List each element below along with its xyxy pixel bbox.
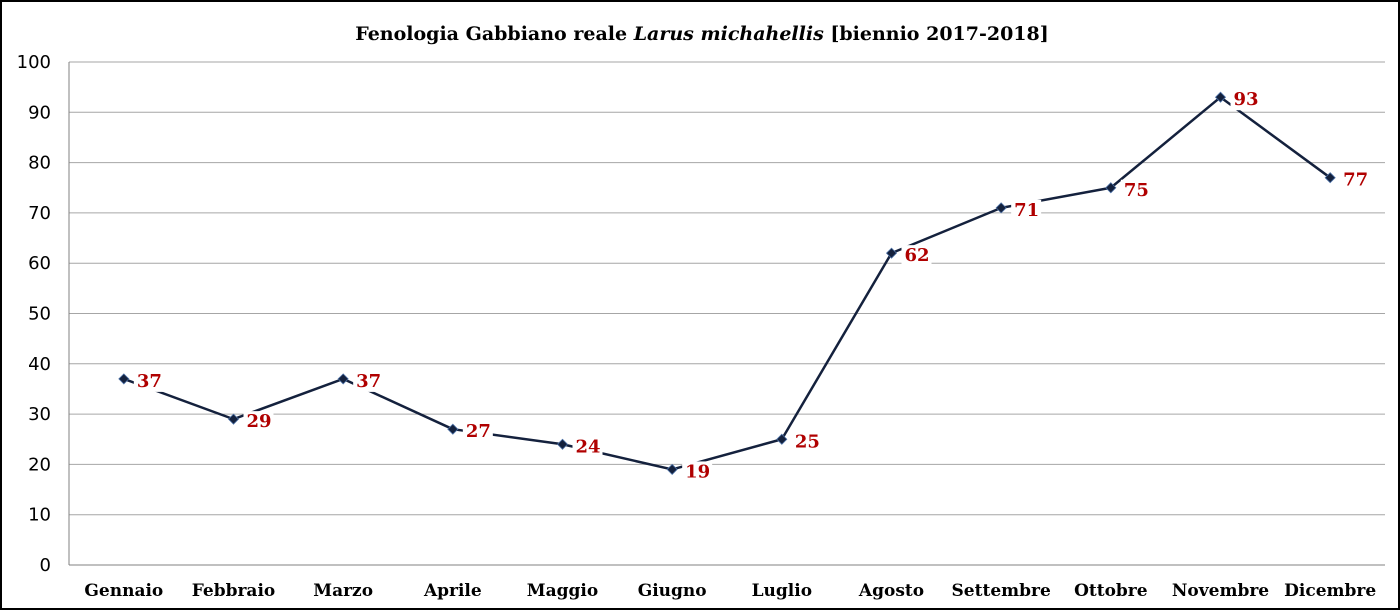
data-point: [337, 373, 349, 385]
data-label: 37: [137, 371, 162, 392]
x-tick-label: Agosto: [858, 581, 924, 601]
chart-title-part: [biennio 2017-2018]: [824, 23, 1049, 45]
data-label-background: [462, 421, 493, 443]
data-point: [447, 423, 459, 435]
data-label-background: [682, 461, 713, 483]
data-point: [227, 413, 240, 425]
data-point: [1214, 91, 1227, 103]
gridlines: [69, 61, 1385, 516]
y-tick-label: 30: [28, 404, 51, 425]
data-label-background: [1230, 89, 1261, 111]
data-label: 25: [795, 431, 820, 452]
data-label: 37: [356, 371, 381, 392]
y-tick-label: 70: [28, 203, 51, 224]
data-point: [885, 247, 898, 259]
y-tick-label: 0: [40, 555, 51, 576]
x-tick-label: Marzo: [313, 581, 373, 601]
data-point: [118, 373, 130, 385]
y-tick-label: 100: [17, 52, 51, 73]
chart-title-part: Larus michahellis: [633, 23, 824, 45]
data-label-background: [791, 431, 822, 453]
data-point: [1324, 172, 1336, 184]
x-tick-label: Giugno: [638, 581, 707, 601]
data-point: [776, 433, 788, 445]
data-label: 24: [576, 436, 601, 457]
data-label-background: [901, 245, 932, 267]
y-tick-label: 10: [28, 505, 51, 526]
data-label-background: [572, 436, 603, 458]
x-tick-label: Maggio: [527, 581, 598, 601]
data-point: [1105, 182, 1117, 194]
data-label: 62: [905, 245, 930, 266]
y-tick-label: 40: [28, 354, 51, 375]
data-label: 71: [1014, 200, 1039, 221]
x-tick-label: Febbraio: [192, 581, 276, 601]
x-tick-label: Settembre: [952, 581, 1051, 601]
data-label: 93: [1234, 89, 1259, 110]
x-tick-label: Aprile: [423, 581, 482, 601]
y-tick-label: 20: [28, 454, 51, 475]
data-label: 29: [247, 411, 272, 432]
data-series: [118, 91, 1336, 475]
y-tick-label: 80: [28, 153, 51, 174]
data-label-background: [1120, 179, 1151, 201]
y-axis-ticks: 0 10 20 30 40 50 60 70 80 90 100: [17, 52, 51, 576]
y-tick-label: 90: [28, 102, 51, 123]
x-tick-label: Ottobre: [1074, 581, 1148, 601]
data-label-background: [1011, 199, 1042, 221]
data-label: 77: [1343, 170, 1368, 191]
x-tick-label: Dicembre: [1284, 581, 1376, 601]
data-label-background: [243, 411, 274, 433]
data-labels: 37 29 37 27 24 19 25 62 71 75 93 77: [133, 89, 1371, 483]
x-tick-label: Luglio: [752, 581, 812, 601]
y-tick-label: 60: [28, 253, 51, 274]
data-point: [995, 202, 1007, 214]
data-label: 75: [1124, 180, 1149, 201]
x-tick-label: Gennaio: [84, 581, 163, 601]
chart-title-part: Fenologia Gabbiano reale: [355, 23, 633, 45]
x-axis-ticks: Gennaio Febbraio Marzo Aprile Maggio Giugno Lu…: [84, 581, 1376, 601]
data-label-background: [133, 370, 164, 392]
x-tick-label: Novembre: [1172, 581, 1269, 601]
chart-title: Fenologia Gabbiano reale Larus michahell…: [355, 23, 1048, 45]
data-point: [666, 463, 678, 475]
axes: [68, 62, 1385, 566]
data-label: 27: [466, 421, 491, 442]
data-label-background: [1340, 169, 1371, 191]
y-tick-label: 50: [28, 304, 51, 325]
data-label: 19: [685, 461, 710, 482]
data-point: [556, 438, 569, 450]
series-line: [123, 95, 1331, 471]
data-label-background: [353, 370, 384, 392]
